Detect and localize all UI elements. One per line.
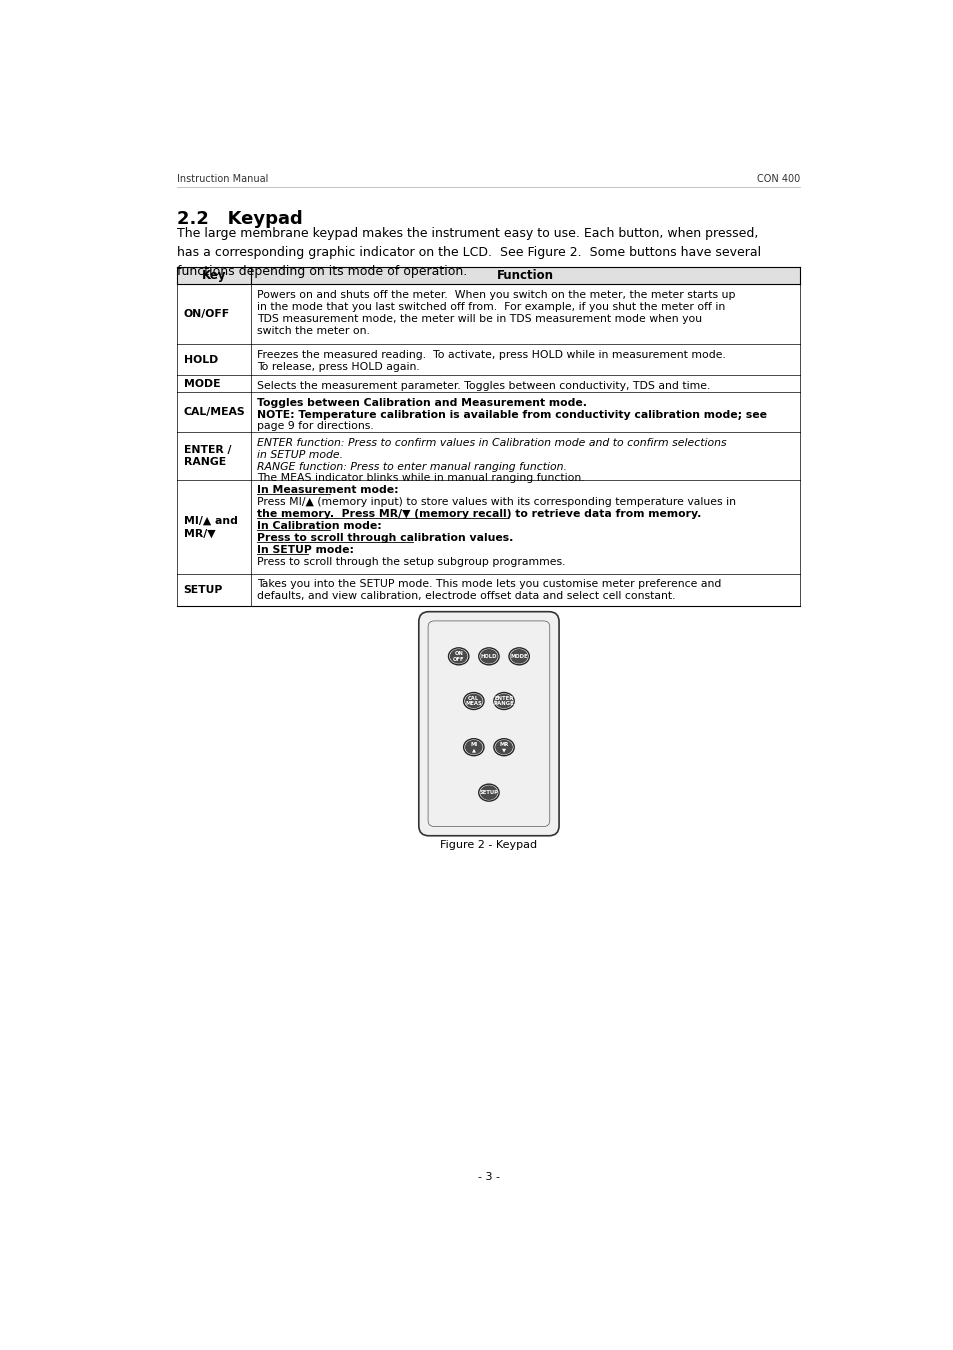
Text: RANGE function: Press to enter manual ranging function.: RANGE function: Press to enter manual ra… — [257, 462, 567, 471]
Text: To release, press HOLD again.: To release, press HOLD again. — [257, 362, 419, 371]
Ellipse shape — [463, 693, 483, 710]
Ellipse shape — [448, 648, 468, 664]
Ellipse shape — [494, 738, 514, 756]
Text: MODE: MODE — [183, 379, 220, 389]
Text: the memory.  Press MR/▼ (memory recall) to retrieve data from memory.: the memory. Press MR/▼ (memory recall) t… — [257, 509, 700, 520]
Ellipse shape — [463, 738, 483, 756]
Ellipse shape — [479, 649, 497, 664]
Ellipse shape — [510, 649, 527, 664]
Text: SETUP: SETUP — [183, 585, 223, 595]
Text: page 9 for directions.: page 9 for directions. — [257, 421, 374, 432]
Text: NOTE: Temperature calibration is available from conductivity calibration mode; s: NOTE: Temperature calibration is availab… — [257, 409, 766, 420]
Text: Press MI/▲ (memory input) to store values with its corresponding temperature val: Press MI/▲ (memory input) to store value… — [257, 497, 736, 508]
Text: TDS measurement mode, the meter will be in TDS measurement mode when you: TDS measurement mode, the meter will be … — [257, 313, 701, 324]
Text: switch the meter on.: switch the meter on. — [257, 325, 370, 336]
Text: MR
▼: MR ▼ — [498, 743, 508, 752]
Text: HOLD: HOLD — [480, 653, 497, 659]
Ellipse shape — [464, 740, 482, 755]
Text: Freezes the measured reading.  To activate, press HOLD while in measurement mode: Freezes the measured reading. To activat… — [257, 350, 725, 360]
Text: Toggles between Calibration and Measurement mode.: Toggles between Calibration and Measurem… — [257, 398, 587, 408]
Text: MODE: MODE — [510, 653, 527, 659]
Text: Press to scroll through the setup subgroup programmes.: Press to scroll through the setup subgro… — [257, 558, 565, 567]
Ellipse shape — [478, 648, 498, 664]
Text: In Calibration mode:: In Calibration mode: — [257, 521, 381, 531]
Text: SETUP: SETUP — [479, 790, 497, 795]
Text: ENTER
RANGE: ENTER RANGE — [493, 695, 514, 706]
FancyBboxPatch shape — [418, 612, 558, 836]
Text: Key: Key — [202, 270, 226, 282]
Text: The large membrane keypad makes the instrument easy to use. Each button, when pr: The large membrane keypad makes the inst… — [177, 227, 760, 278]
Text: Function: Function — [497, 270, 554, 282]
FancyBboxPatch shape — [177, 267, 800, 285]
Text: CAL
MEAS: CAL MEAS — [465, 695, 481, 706]
Text: - 3 -: - 3 - — [477, 1172, 499, 1183]
Text: MI
▲: MI ▲ — [470, 743, 476, 752]
Ellipse shape — [450, 649, 467, 664]
Text: Figure 2 - Keypad: Figure 2 - Keypad — [440, 840, 537, 849]
Text: in SETUP mode.: in SETUP mode. — [257, 450, 343, 459]
Text: ON
OFF: ON OFF — [453, 651, 464, 661]
Ellipse shape — [495, 740, 513, 755]
Ellipse shape — [478, 784, 498, 801]
Text: CON 400: CON 400 — [757, 174, 800, 184]
Text: Press to scroll through calibration values.: Press to scroll through calibration valu… — [257, 533, 513, 543]
Ellipse shape — [479, 786, 497, 801]
Text: ENTER /
RANGE: ENTER / RANGE — [183, 446, 231, 467]
Text: in the mode that you last switched off from.  For example, if you shut the meter: in the mode that you last switched off f… — [257, 302, 724, 312]
Ellipse shape — [495, 694, 513, 709]
Text: The MEAS indicator blinks while in manual ranging function.: The MEAS indicator blinks while in manua… — [257, 474, 584, 483]
Text: HOLD: HOLD — [183, 355, 217, 364]
Text: ENTER function: Press to confirm values in Calibration mode and to confirm selec: ENTER function: Press to confirm values … — [257, 437, 726, 448]
Ellipse shape — [464, 694, 482, 709]
Ellipse shape — [494, 693, 514, 710]
Text: Instruction Manual: Instruction Manual — [177, 174, 269, 184]
Text: MI/▲ and
MR/▼: MI/▲ and MR/▼ — [183, 516, 237, 539]
Text: Powers on and shuts off the meter.  When you switch on the meter, the meter star: Powers on and shuts off the meter. When … — [257, 290, 735, 300]
Text: defaults, and view calibration, electrode offset data and select cell constant.: defaults, and view calibration, electrod… — [257, 591, 675, 601]
Text: In Measurement mode:: In Measurement mode: — [257, 486, 398, 495]
Text: 2.2   Keypad: 2.2 Keypad — [177, 209, 303, 228]
Text: CAL/MEAS: CAL/MEAS — [183, 408, 245, 417]
Ellipse shape — [509, 648, 529, 664]
Text: Takes you into the SETUP mode. This mode lets you customise meter preference and: Takes you into the SETUP mode. This mode… — [257, 579, 720, 590]
Text: ON/OFF: ON/OFF — [183, 309, 230, 320]
Text: In SETUP mode:: In SETUP mode: — [257, 545, 354, 555]
Text: Selects the measurement parameter. Toggles between conductivity, TDS and time.: Selects the measurement parameter. Toggl… — [257, 381, 710, 390]
